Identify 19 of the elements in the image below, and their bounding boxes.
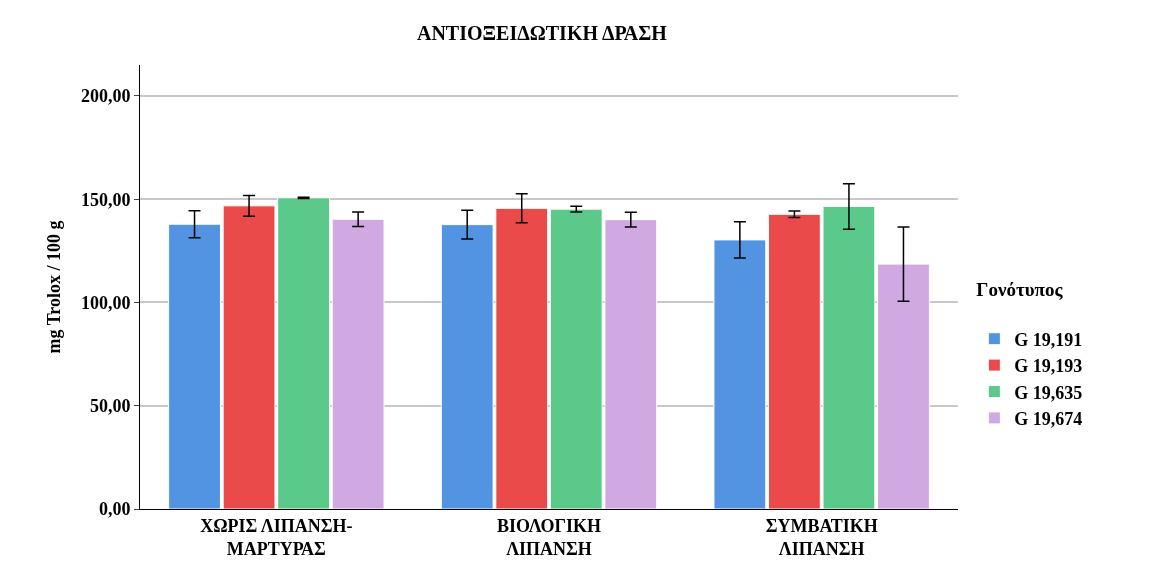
y-tick-label: 150,00 <box>80 189 131 210</box>
x-tick-label: ΧΩΡΙΣ ΛΙΠΑΝΣΗ- ΜΑΡΤΥΡΑΣ <box>200 515 353 559</box>
bar <box>168 223 221 509</box>
legend-title: Γονότυπος <box>976 278 1064 300</box>
legend-label: G 19,193 <box>1014 356 1083 377</box>
bar <box>331 218 385 509</box>
bar <box>713 239 767 509</box>
legend-label: G 19,191 <box>1014 329 1083 350</box>
chart-title: ΑΝΤΙΟΞΕΙΔΩΤΙΚΗ ΔΡΑΣΗ <box>417 22 668 45</box>
y-tick-label: 0,00 <box>98 499 131 520</box>
x-tick-label: ΒΙΟΛΟΓΙΚΗ ΛΙΠΑΝΣΗ <box>496 515 602 559</box>
legend-label: G 19,635 <box>1014 382 1083 403</box>
y-axis-title: mg Trolox / 100 g <box>44 220 65 354</box>
x-tick-label: ΣΥΜΒΑΤΙΚΗ ΛΙΠΑΝΣΗ <box>765 515 878 559</box>
y-tick-label: 100,00 <box>80 292 131 313</box>
y-tick-label: 50,00 <box>89 396 131 417</box>
bar <box>877 263 930 509</box>
y-tick-label: 200,00 <box>80 86 131 107</box>
legend-label: G 19,674 <box>1014 408 1083 429</box>
